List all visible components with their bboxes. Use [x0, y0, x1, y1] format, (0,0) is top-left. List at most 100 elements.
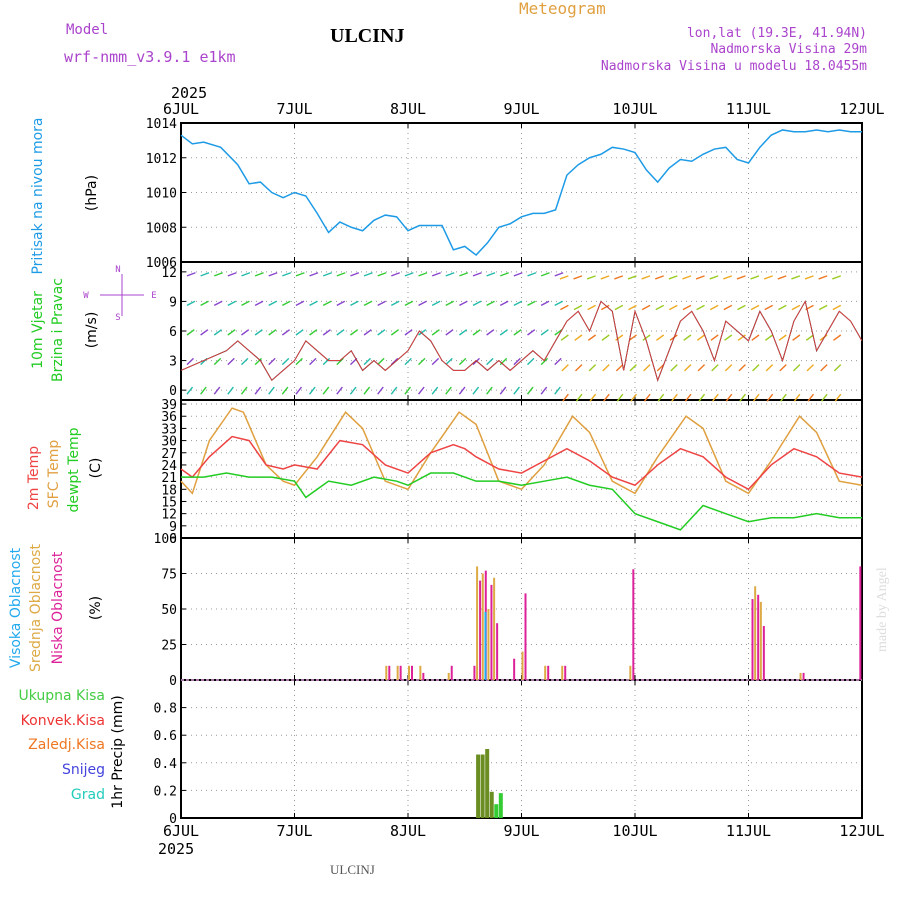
wind-arrow — [349, 386, 357, 395]
wind-arrow — [322, 272, 332, 277]
wind-arrow — [725, 393, 733, 402]
cloud-bar-mid — [408, 665, 410, 680]
cloud-labels: Visoka Oblacnost Srednja Oblacnost Niska… — [8, 544, 104, 672]
wind-arrow — [682, 275, 692, 280]
wind-arrow — [805, 334, 814, 341]
wind-arrow — [615, 334, 624, 341]
wind-arrow — [710, 334, 719, 341]
wind-arrow — [792, 364, 801, 372]
low-cloud-name: Niska Oblacnost — [50, 551, 66, 664]
wind-arrow — [527, 272, 537, 277]
wind-arrow — [560, 304, 569, 311]
convective-name: Konvek.Kisa — [21, 713, 105, 729]
wind-arrow — [213, 357, 222, 366]
wind-arrow — [589, 393, 597, 402]
wind-arrow — [472, 329, 481, 336]
y-tick-label: 6 — [169, 325, 177, 340]
y-tick-label: 9 — [169, 520, 177, 535]
wind-arrow — [695, 275, 705, 280]
precip-bar — [480, 754, 485, 818]
temp2m-name: 2m Temp — [26, 446, 42, 510]
cloud-bar-mid — [481, 573, 484, 680]
meteogram-title: Meteogram — [519, 0, 606, 18]
wind-arrow — [818, 304, 828, 311]
wind-arrow — [417, 386, 425, 395]
cloud-bar-low — [564, 665, 567, 680]
compass-e: E — [151, 291, 156, 301]
wind-arrow — [200, 329, 209, 336]
wind-arrow — [818, 275, 828, 280]
cloud-bar-low — [479, 580, 482, 680]
y-tick-label: 18 — [161, 483, 177, 498]
y-tick-label: 1014 — [146, 117, 177, 132]
wind-arrow — [445, 272, 455, 277]
y-tick-label: 3 — [169, 355, 177, 370]
wind-arrow — [472, 300, 482, 307]
wind-arrow — [575, 393, 583, 402]
wind-arrow — [200, 272, 210, 277]
wind-arrow — [445, 386, 452, 395]
wind-arrow — [527, 300, 536, 307]
wind-gust-line — [180, 300, 863, 382]
wind-arrow — [309, 300, 318, 307]
cloud-bar-mid — [754, 586, 757, 680]
wind-arrow — [561, 364, 569, 372]
wind-arrow — [628, 334, 637, 341]
cloud-bar-mid — [447, 672, 450, 680]
wind-arrow — [778, 304, 787, 311]
x-tick-label: 7JUL — [276, 822, 312, 840]
wind-arrow — [668, 275, 678, 280]
wind-arrow — [418, 329, 427, 336]
model-elevation-text: Nadmorska Visina u modelu 18.0455m — [601, 59, 867, 74]
wind-arrow — [655, 275, 664, 280]
panels: 1006100810101012101403691269121518212427… — [146, 100, 885, 840]
wind-arrow — [377, 329, 386, 336]
wind-arrow — [540, 272, 550, 277]
wind-arrow — [418, 272, 428, 277]
wind-arrow — [363, 300, 373, 307]
wind-arrow — [615, 364, 624, 372]
wind-arrow — [723, 304, 733, 311]
mid-cloud-name: Srednja Oblacnost — [28, 544, 44, 672]
wind-arrow — [431, 329, 440, 336]
pressure-unit: (hPa) — [84, 175, 100, 211]
precip-bar — [494, 804, 499, 818]
wind-arrow — [560, 334, 569, 341]
wind-arrow — [587, 304, 596, 311]
wind-arrow — [213, 300, 223, 307]
high-cloud-name: Visoka Oblacnost — [8, 547, 24, 668]
wind-arrow — [350, 329, 359, 336]
cloud-bar-mid — [396, 665, 399, 680]
lonlat-text: lon,lat (19.3E, 41.94N) — [687, 26, 867, 41]
pressure-name: Pritisak na nivou mora — [30, 117, 46, 274]
wind-arrow — [600, 304, 610, 311]
wind-arrow — [282, 272, 292, 277]
precip-unit: 1hr Precip (mm) — [110, 695, 126, 808]
y-tick-label: 1010 — [146, 187, 177, 202]
y-tick-label: 36 — [161, 410, 177, 425]
wind-arrow — [554, 272, 564, 277]
wind-arrow — [750, 304, 760, 311]
dewpt-line — [181, 472, 862, 531]
wind-arrow — [554, 300, 564, 307]
wind-arrow — [601, 334, 610, 341]
cloud-bar-mid — [799, 672, 802, 680]
wind-arrow — [295, 300, 305, 307]
wind-arrow — [390, 386, 398, 395]
cloud-bar-low — [757, 594, 760, 680]
wind-arrow — [764, 304, 773, 311]
y-tick-label: 1008 — [146, 221, 177, 236]
wind-arrow — [458, 386, 466, 395]
x-tick-label: 8JUL — [390, 822, 426, 840]
y-tick-label: 15 — [161, 495, 177, 510]
wind-arrow — [614, 304, 624, 311]
y-tick-label: 0.6 — [154, 729, 177, 744]
cloud-bar-low — [859, 566, 862, 680]
wind-arrow — [643, 393, 651, 402]
wind-arrow — [793, 393, 801, 402]
wind-arrow — [486, 300, 495, 307]
wind-arrow — [657, 393, 665, 402]
wind-arrow — [295, 357, 303, 366]
wind-arrow — [254, 386, 262, 395]
wind-arrow — [281, 386, 289, 395]
